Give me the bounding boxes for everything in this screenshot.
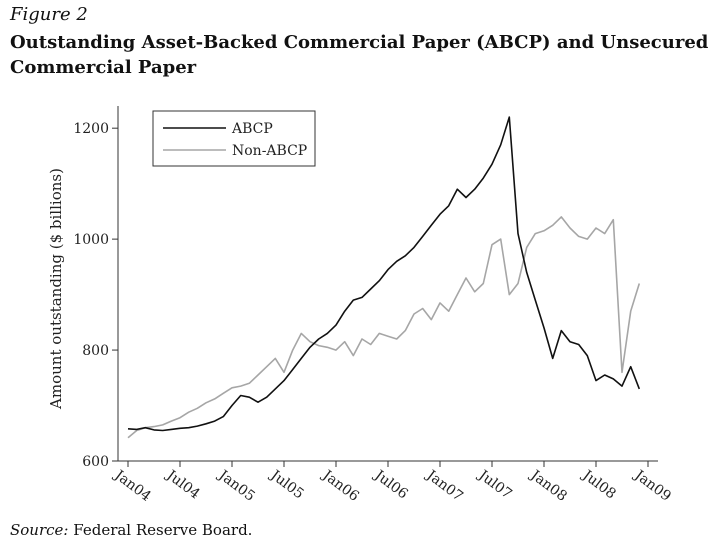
x-tick-label: Jan04 [110,466,154,505]
legend-label: ABCP [231,121,273,137]
x-tick-label: Jan09 [630,466,674,505]
y-tick-label: 1000 [73,232,109,248]
source-label: Source: [10,521,69,539]
x-tick-label: Jul07 [474,466,515,502]
legend-label: Non-ABCP [232,143,307,159]
x-tick-label: Jul06 [370,466,411,502]
x-tick-label: Jan08 [526,466,570,505]
legend-box [152,110,316,167]
series-line-abcp [127,116,641,432]
x-tick-label: Jan07 [422,466,466,505]
x-tick-label: Jan06 [318,466,362,505]
figure-title: Outstanding Asset-Backed Commercial Pape… [10,32,709,78]
series-line-non-abcp [127,216,641,439]
y-axis-title: Amount outstanding ($ billions) [47,168,65,410]
source-note: Source: Federal Reserve Board. [10,521,252,539]
x-tick-label: Jan05 [214,466,258,505]
y-tick-label: 800 [82,343,109,359]
chart-legend: ABCP Non-ABCP [152,110,316,167]
chart-series [127,116,641,439]
y-tick-label: 1200 [73,121,109,137]
figure-label: Figure 2 [10,4,88,25]
source-text: Federal Reserve Board. [68,521,253,539]
x-tick-label: Jul04 [162,466,203,502]
y-tick-label: 600 [82,454,109,470]
chart-axes: 600 800 1000 1200 Amount outstanding ($ bill… [47,106,674,505]
x-tick-label: Jul08 [578,466,619,502]
x-tick-label: Jul05 [266,466,307,502]
